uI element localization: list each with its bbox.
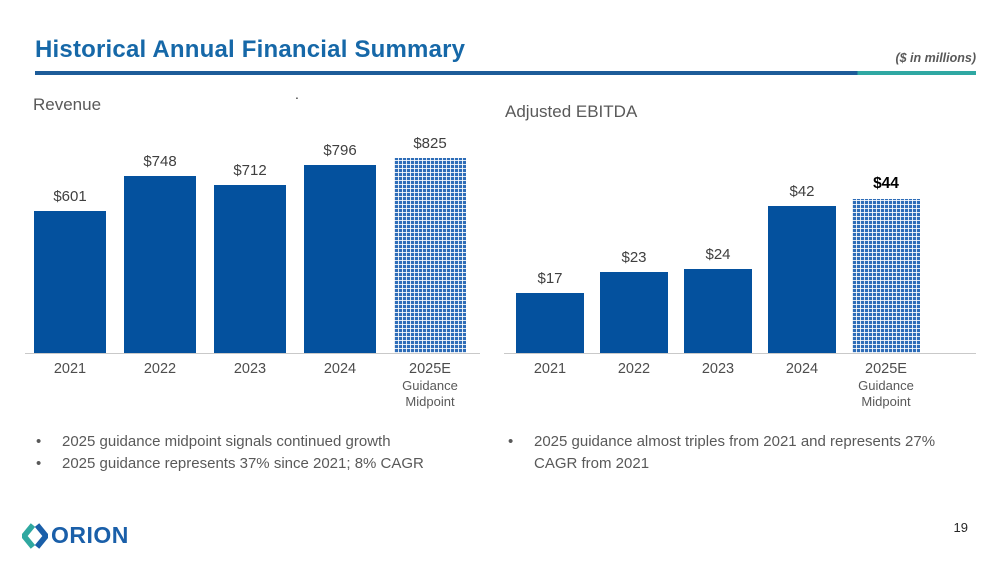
bar-2023 <box>214 185 286 353</box>
ebitda-chart-title: Adjusted EBITDA <box>505 102 638 121</box>
bar-column: $601 <box>25 124 115 353</box>
bar-column: $825 <box>385 124 475 353</box>
slide-title: Historical Annual Financial Summary <box>35 36 466 63</box>
bar-2022 <box>600 272 668 353</box>
ebitda-chart: $17 $23 $24 $42 $44 2021 2022 2023 2024 2025E Gui… <box>504 124 976 410</box>
ebitda-x-axis: 2021 2022 2023 2024 2025E Guidance Midpoint <box>504 354 976 410</box>
ebitda-plot-area: $17 $23 $24 $42 $44 <box>504 124 976 354</box>
revenue-x-axis: 2021 2022 2023 2024 2025E Guidance Midpoint <box>25 354 480 410</box>
bullet-text: 2025 guidance represents 37% since 2021;… <box>62 455 424 472</box>
x-tick-label: 2023 <box>233 361 267 377</box>
bar-value-label: $24 <box>705 246 731 263</box>
bar-column: $712 <box>205 124 295 353</box>
x-tick-label: 2023 <box>701 361 735 377</box>
x-tick-label: 2025E Guidance Midpoint <box>858 361 914 409</box>
orion-logo: ORION <box>22 522 129 549</box>
bullet-item: • 2025 guidance represents 37% since 202… <box>36 453 486 475</box>
title-underline <box>35 71 976 75</box>
bullet-list-right: • 2025 guidance almost triples from 2021… <box>508 431 940 475</box>
revenue-chart: $601 $748 $712 $796 $825 2021 2022 2023 2024 202… <box>25 124 480 410</box>
bullet-text: 2025 guidance almost triples from 2021 a… <box>534 433 936 472</box>
bar-value-label: $748 <box>143 153 177 170</box>
bullet-marker: • <box>36 433 42 450</box>
x-tick-label: 2021 <box>533 361 567 377</box>
bar-column: $24 <box>676 124 760 353</box>
bullet-item: • 2025 guidance almost triples from 2021… <box>508 431 940 475</box>
bar-column: $796 <box>295 124 385 353</box>
x-tick-label: 2021 <box>53 361 87 377</box>
bar-value-label: $44 <box>873 175 899 192</box>
orion-wordmark: ORION <box>51 522 129 548</box>
page-number: 19 <box>953 520 968 535</box>
x-tick-label: 2022 <box>617 361 651 377</box>
bullet-list-left: • 2025 guidance midpoint signals continu… <box>36 431 486 475</box>
orion-logo-icon <box>22 522 48 549</box>
bar-2022 <box>124 176 196 353</box>
bullet-marker: • <box>36 455 42 472</box>
bar-column: $23 <box>592 124 676 353</box>
bar-2025E <box>394 158 466 353</box>
bar-column: $42 <box>760 124 844 353</box>
bar-column: $748 <box>115 124 205 353</box>
bar-value-label: $825 <box>413 135 447 152</box>
bar-value-label: $23 <box>621 249 647 266</box>
bullet-item: • 2025 guidance midpoint signals continu… <box>36 431 486 453</box>
x-tick-label: 2024 <box>323 361 357 377</box>
bar-column: $17 <box>508 124 592 353</box>
bar-2023 <box>684 269 752 353</box>
bar-column: $44 <box>844 124 928 353</box>
bar-value-label: $42 <box>789 183 815 200</box>
revenue-plot-area: $601 $748 $712 $796 $825 <box>25 124 480 354</box>
bar-value-label: $796 <box>323 142 357 159</box>
bar-value-label: $17 <box>537 270 563 287</box>
bar-value-label: $712 <box>233 162 267 179</box>
units-note: ($ in millions) <box>895 51 976 65</box>
bar-value-label: $601 <box>53 188 87 205</box>
bullet-text: 2025 guidance midpoint signals continued… <box>62 433 391 450</box>
bar-2025E <box>852 199 920 353</box>
x-tick-label: 2024 <box>785 361 819 377</box>
x-tick-label: 2025E Guidance Midpoint <box>402 361 458 409</box>
revenue-chart-title: Revenue <box>33 95 102 114</box>
bullet-marker: • <box>508 433 514 450</box>
x-tick-label: 2022 <box>143 361 177 377</box>
bar-2021 <box>34 211 106 353</box>
bar-2024 <box>768 206 836 353</box>
bar-2024 <box>304 165 376 353</box>
bar-2021 <box>516 293 584 353</box>
stray-dot: . <box>295 86 299 102</box>
